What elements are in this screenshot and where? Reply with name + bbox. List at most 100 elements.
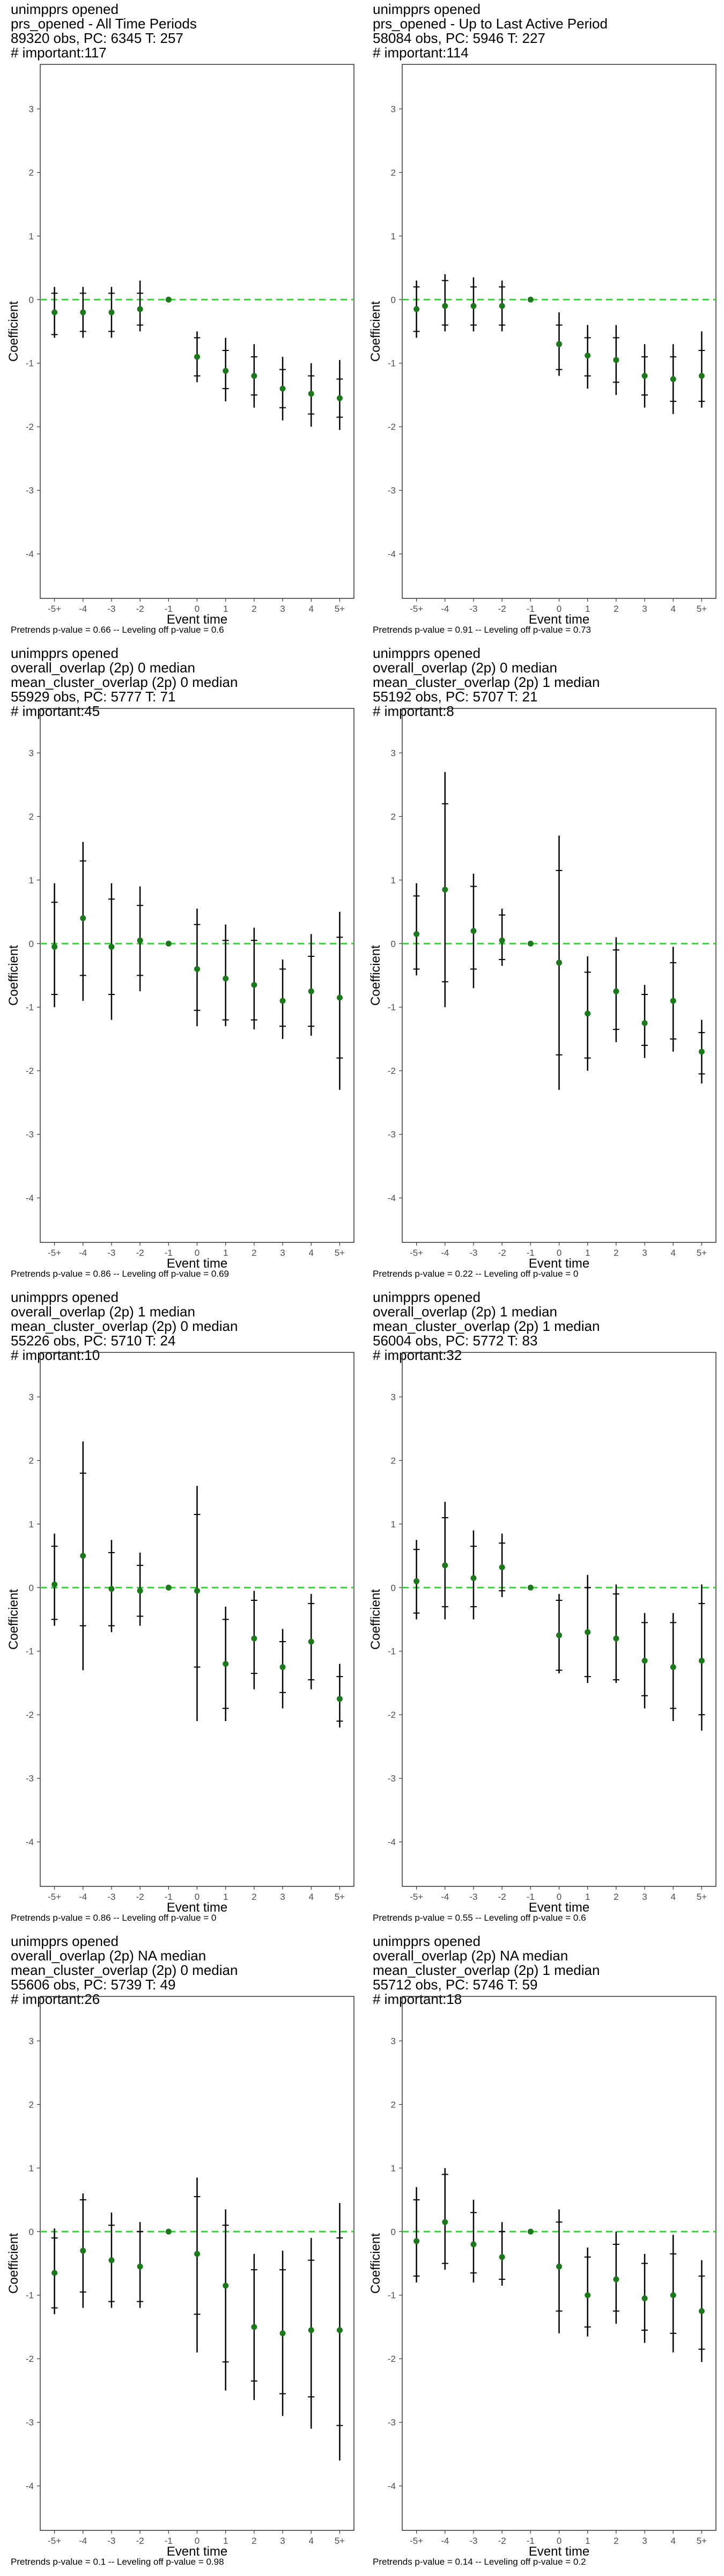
x-tick-label: 5+ bbox=[697, 1248, 707, 1258]
y-tick-label: 1 bbox=[391, 1519, 396, 1529]
x-tick-label: 0 bbox=[557, 2536, 562, 2546]
x-tick-label: 3 bbox=[642, 1892, 647, 1902]
x-tick-label: 2 bbox=[252, 604, 256, 614]
chart-title-line: prs_opened - All Time Periods bbox=[11, 16, 197, 32]
chart-title-line: unimpprs opened bbox=[373, 645, 481, 661]
x-tick-label: 3 bbox=[280, 1248, 285, 1258]
x-axis-label: Event time bbox=[167, 1900, 227, 1915]
data-point bbox=[279, 2330, 286, 2337]
y-tick-label: 2 bbox=[391, 1455, 396, 1466]
x-tick-label: -1 bbox=[165, 604, 173, 614]
chart-title-line: 56004 obs, PC: 5772 T: 83 bbox=[373, 1333, 538, 1349]
chart-title-line: overall_overlap (2p) NA median bbox=[11, 1948, 206, 1964]
y-tick-label: 0 bbox=[391, 295, 396, 305]
x-tick-label: 4 bbox=[670, 604, 675, 614]
chart-title-line: 55929 obs, PC: 5777 T: 71 bbox=[11, 689, 176, 705]
y-tick-label: -1 bbox=[388, 358, 396, 369]
data-point bbox=[499, 937, 505, 943]
x-tick-label: 5+ bbox=[335, 1892, 345, 1902]
y-tick-label: 1 bbox=[29, 231, 34, 241]
y-tick-label: 2 bbox=[29, 2099, 34, 2110]
data-point bbox=[442, 1562, 448, 1569]
data-point bbox=[51, 309, 58, 316]
x-axis-label: Event time bbox=[529, 1256, 589, 1271]
chart-panel: unimpprs opened overall_overlap (2p) 1 me… bbox=[362, 1288, 724, 1932]
x-tick-label: 2 bbox=[614, 1248, 618, 1258]
y-tick-label: -3 bbox=[388, 486, 396, 496]
y-tick-label: -1 bbox=[388, 1002, 396, 1013]
data-point bbox=[251, 372, 257, 379]
x-tick-label: -1 bbox=[165, 1892, 173, 1902]
data-point bbox=[698, 1049, 705, 1055]
data-point bbox=[470, 928, 477, 934]
data-point bbox=[613, 357, 619, 363]
chart-title-line: mean_cluster_overlap (2p) 1 median bbox=[373, 1318, 600, 1334]
y-tick-label: 1 bbox=[29, 875, 34, 885]
data-point bbox=[670, 1664, 676, 1670]
data-point bbox=[613, 1635, 619, 1642]
x-tick-label: -4 bbox=[79, 1892, 87, 1902]
x-tick-label: -4 bbox=[79, 604, 87, 614]
x-tick-label: -3 bbox=[107, 2536, 115, 2546]
y-tick-label: 0 bbox=[29, 2227, 34, 2237]
data-point bbox=[698, 2308, 705, 2314]
x-tick-label: -1 bbox=[165, 2536, 173, 2546]
x-tick-label: 2 bbox=[614, 2536, 618, 2546]
y-tick-label: 0 bbox=[29, 1583, 34, 1593]
chart-title-line: unimpprs opened bbox=[11, 1933, 119, 1949]
chart-title-line: # important:8 bbox=[373, 703, 454, 719]
x-tick-label: 1 bbox=[585, 604, 590, 614]
data-point bbox=[279, 385, 286, 392]
x-tick-label: 0 bbox=[557, 604, 562, 614]
data-point bbox=[336, 994, 343, 1001]
x-tick-label: 0 bbox=[195, 1892, 200, 1902]
y-tick-label: -2 bbox=[388, 422, 396, 432]
x-tick-label: -5+ bbox=[410, 604, 423, 614]
data-point bbox=[413, 306, 420, 312]
data-point bbox=[279, 998, 286, 1004]
data-point bbox=[641, 2295, 648, 2302]
x-tick-label: -5+ bbox=[48, 2536, 61, 2546]
data-point bbox=[279, 1664, 286, 1670]
chart-title-line: mean_cluster_overlap (2p) 0 median bbox=[11, 1962, 238, 1978]
data-point bbox=[470, 2241, 477, 2248]
y-tick-label: -1 bbox=[26, 2290, 34, 2301]
chart-title-line: mean_cluster_overlap (2p) 1 median bbox=[373, 1962, 600, 1978]
data-point bbox=[670, 2292, 676, 2299]
chart-panel: unimpprs opened prs_opened - Up to Last A… bbox=[362, 0, 724, 644]
x-tick-label: 0 bbox=[195, 1248, 200, 1258]
x-axis-label: Event time bbox=[529, 612, 589, 627]
y-tick-label: -1 bbox=[26, 1646, 34, 1657]
data-point bbox=[641, 1020, 648, 1026]
data-point bbox=[670, 998, 676, 1004]
x-tick-label: 3 bbox=[642, 2536, 647, 2546]
data-point bbox=[165, 1584, 172, 1591]
y-tick-label: -3 bbox=[388, 1130, 396, 1140]
y-tick-label: 3 bbox=[391, 748, 396, 758]
plot-area: -4 -3 -2 -1 0 1 2 3 -5+ -4 -3 -2 -1 0 1 2 3 4 5+ Event time… bbox=[368, 64, 716, 627]
y-tick-label: 2 bbox=[29, 167, 34, 178]
y-tick-label: -4 bbox=[388, 2481, 396, 2491]
x-tick-label: -3 bbox=[469, 1248, 477, 1258]
data-point bbox=[223, 975, 229, 982]
plot-area: -4 -3 -2 -1 0 1 2 3 -5+ -4 -3 -2 -1 0 1 2 3 4 5+ Event time… bbox=[6, 64, 354, 627]
data-point bbox=[80, 2248, 86, 2254]
x-tick-label: 2 bbox=[614, 604, 618, 614]
x-tick-label: 4 bbox=[670, 1892, 675, 1902]
x-tick-label: 0 bbox=[557, 1248, 562, 1258]
y-tick-label: -1 bbox=[26, 358, 34, 369]
pvalue-footnote: Pretrends p-value = 0.55 -- Leveling off… bbox=[373, 1913, 586, 1923]
x-tick-label: 5+ bbox=[697, 1892, 707, 1902]
data-point bbox=[194, 354, 200, 360]
x-tick-label: 1 bbox=[585, 1248, 590, 1258]
data-point bbox=[51, 2270, 58, 2276]
pvalue-footnote: Pretrends p-value = 0.86 -- Leveling off… bbox=[11, 1269, 229, 1279]
y-tick-label: 3 bbox=[29, 2036, 34, 2046]
chart-title: unimpprs opened prs_opened - All Time Per… bbox=[11, 2, 197, 60]
x-tick-label: -5+ bbox=[410, 1892, 423, 1902]
data-point bbox=[194, 1587, 200, 1594]
data-point bbox=[223, 1660, 229, 1667]
x-tick-label: 4 bbox=[308, 2536, 313, 2546]
data-point bbox=[336, 1696, 343, 1702]
data-point bbox=[442, 887, 448, 893]
